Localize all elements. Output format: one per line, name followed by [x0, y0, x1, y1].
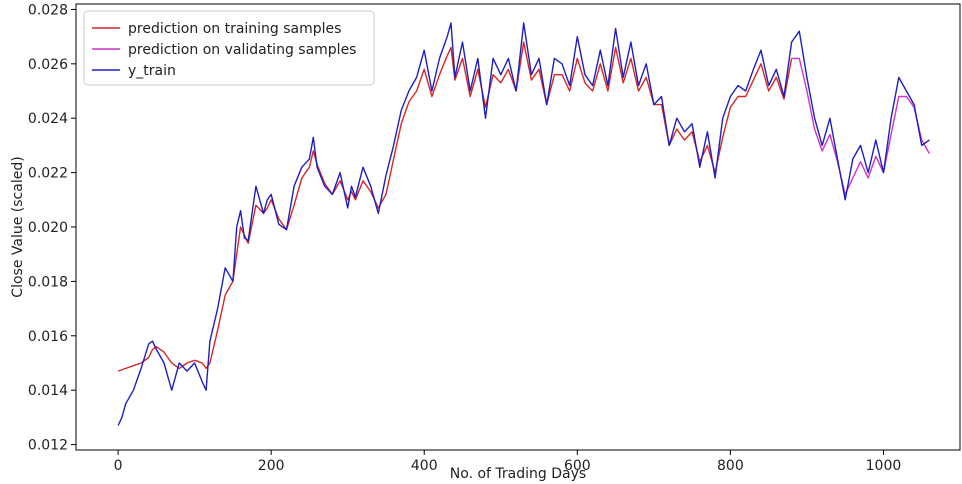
x-axis-ticks: 0 200 400 600 800 1000 [114, 450, 902, 474]
y-tick-label: 0.022 [28, 166, 68, 182]
legend-label-training: prediction on training samples [128, 21, 341, 37]
y-axis-ticks: 0.012 0.014 0.016 0.018 0.020 0.022 0.024 0.026… [28, 2, 76, 454]
y-tick-label: 0.026 [28, 57, 68, 73]
x-tick-label: 200 [258, 458, 285, 474]
y-tick-label: 0.014 [28, 383, 68, 399]
y-tick-label: 0.012 [28, 438, 68, 454]
y-tick-label: 0.016 [28, 329, 68, 345]
x-tick-label: 600 [564, 458, 591, 474]
y-tick-label: 0.020 [28, 220, 68, 236]
x-axis-title: No. of Trading Days [450, 466, 586, 482]
y-tick-label: 0.028 [28, 2, 68, 18]
x-tick-label: 400 [411, 458, 438, 474]
x-tick-label: 0 [114, 458, 123, 474]
x-tick-label: 1000 [866, 458, 902, 474]
y-tick-label: 0.024 [28, 111, 68, 127]
y-axis-title: Close Value (scaled) [10, 156, 26, 297]
legend-box [83, 10, 375, 86]
legend: prediction on training samples predictio… [83, 10, 375, 86]
series-layer [117, 22, 931, 426]
series-line-y-train [117, 22, 930, 426]
series-line-prediction-on-validating-samples [791, 57, 931, 196]
y-tick-label: 0.018 [28, 274, 68, 290]
legend-label-validating: prediction on validating samples [128, 42, 356, 58]
legend-label-y-train: y_train [128, 63, 176, 79]
x-tick-label: 800 [717, 458, 744, 474]
